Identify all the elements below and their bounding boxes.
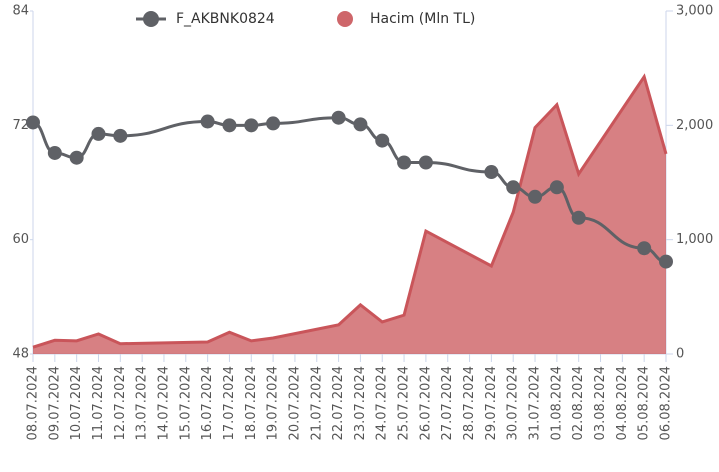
- point: [571, 210, 586, 225]
- x-tick-label: 09.07.2024: [47, 366, 62, 440]
- y-tick-label: 48: [12, 347, 29, 362]
- x-tick-label: 13.07.2024: [135, 366, 150, 440]
- x-tick-label: 24.07.2024: [375, 366, 390, 440]
- x-tick-label: 29.07.2024: [484, 366, 499, 440]
- x-tick-label: 21.07.2024: [309, 366, 324, 440]
- y-tick-label: 84: [12, 4, 29, 19]
- point: [69, 150, 84, 165]
- point: [113, 128, 128, 143]
- x-tick-label: 05.08.2024: [637, 366, 652, 440]
- x-tick-label: 16.07.2024: [200, 366, 215, 440]
- point: [47, 145, 62, 160]
- x-tick-label: 02.08.2024: [571, 366, 586, 440]
- y2-tick-label: 0: [676, 347, 684, 362]
- x-tick-label: 01.08.2024: [549, 366, 564, 440]
- point: [659, 254, 673, 269]
- point: [244, 118, 259, 133]
- legend-text[interactable]: F_AKBNK0824: [176, 11, 275, 27]
- x-tick-label: 18.07.2024: [244, 366, 259, 440]
- point: [266, 116, 281, 131]
- x-tick-label: 31.07.2024: [528, 366, 543, 440]
- point: [353, 117, 368, 132]
- x-tick-label: 25.07.2024: [397, 366, 412, 440]
- point: [222, 118, 237, 133]
- x-tick-label: 23.07.2024: [353, 366, 368, 440]
- point: [528, 189, 543, 204]
- point: [375, 133, 390, 148]
- y2-tick-label: 2,000: [676, 118, 713, 133]
- y-tick-label: 60: [12, 232, 29, 247]
- x-tick-label: 04.08.2024: [615, 366, 630, 440]
- point: [331, 110, 346, 125]
- x-tick-label: 03.08.2024: [593, 366, 608, 440]
- legend-text[interactable]: Hacim (Mln TL): [370, 11, 475, 27]
- point: [418, 155, 433, 170]
- x-tick-label: 06.08.2024: [659, 366, 674, 440]
- x-tick-label: 20.07.2024: [287, 366, 302, 440]
- legend-symbol: [337, 11, 353, 27]
- x-tick-label: 14.07.2024: [156, 366, 171, 440]
- x-tick-label: 11.07.2024: [91, 366, 106, 440]
- point: [484, 165, 499, 180]
- x-tick-label: 15.07.2024: [178, 366, 193, 440]
- point: [200, 114, 215, 129]
- x-tick-label: 22.07.2024: [331, 366, 346, 440]
- x-tick-label: 30.07.2024: [506, 366, 521, 440]
- point: [549, 180, 564, 195]
- x-tick-label: 12.07.2024: [113, 366, 128, 440]
- area-line: [32, 73, 668, 349]
- point: [26, 115, 40, 130]
- x-tick-label: 26.07.2024: [418, 366, 433, 440]
- point: [397, 155, 412, 170]
- point: [637, 241, 652, 256]
- legend-symbol: [143, 11, 159, 27]
- y2-tick-label: 1,000: [676, 232, 713, 247]
- x-tick-label: 19.07.2024: [266, 366, 281, 440]
- x-tick-label: 28.07.2024: [462, 366, 477, 440]
- point: [506, 180, 521, 195]
- x-tick-label: 10.07.2024: [69, 366, 84, 440]
- x-tick-label: 17.07.2024: [222, 366, 237, 440]
- x-tick-label: 27.07.2024: [440, 366, 455, 440]
- x-tick-label: 08.07.2024: [26, 366, 41, 440]
- area: [33, 76, 666, 354]
- point: [91, 126, 106, 141]
- y2-tick-label: 3,000: [676, 4, 713, 19]
- y-tick-label: 72: [12, 118, 29, 133]
